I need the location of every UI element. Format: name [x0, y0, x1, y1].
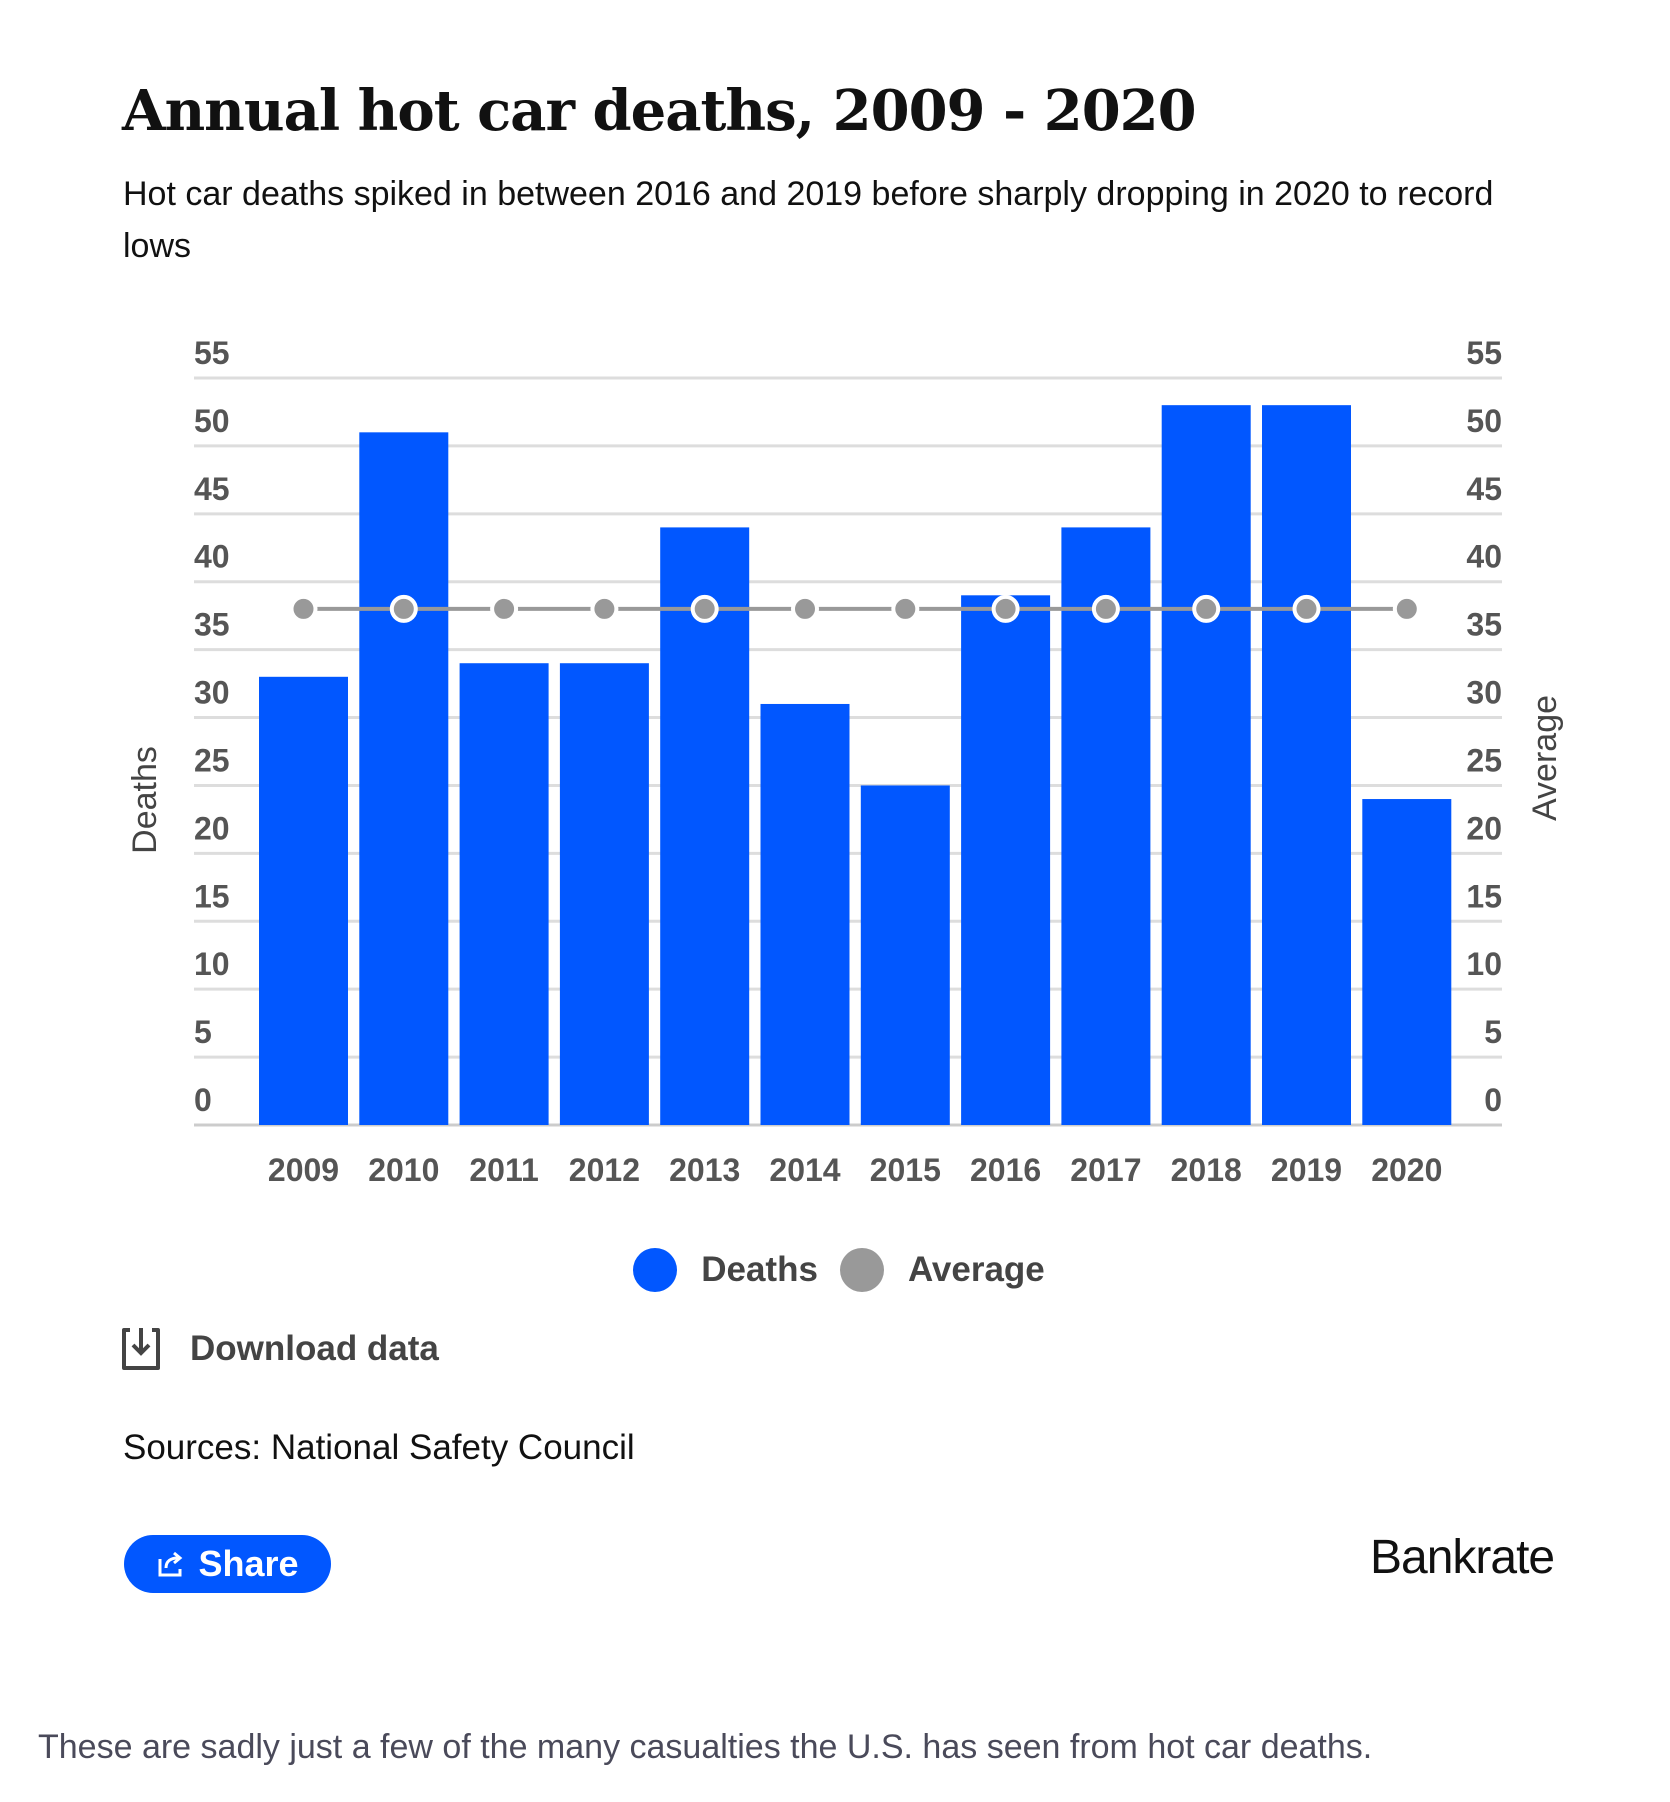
bar-2018 [1161, 405, 1251, 1125]
download-label: Download data [190, 1329, 439, 1368]
bar-2013 [660, 527, 750, 1125]
legend-item-average[interactable]: Average [839, 1248, 1045, 1292]
chart-title: Annual hot car deaths, 2009 - 2020 [122, 78, 1197, 144]
x-tick-label: 2020 [1371, 1152, 1442, 1188]
bar-2016 [961, 595, 1051, 1125]
share-label: Share [198, 1543, 299, 1584]
average-point-2017 [1091, 594, 1120, 623]
average-line [289, 594, 1421, 623]
average-point-2011 [490, 594, 519, 623]
y-tick-label: 40 [194, 539, 230, 575]
y-tick-label: 10 [194, 946, 230, 982]
download-icon [122, 1328, 160, 1370]
x-tick-label: 2014 [769, 1152, 840, 1188]
bar-2011 [459, 663, 549, 1125]
legend-label-average: Average [907, 1250, 1045, 1289]
y-axis-title: Deaths [126, 746, 164, 854]
average-point-2019 [1292, 594, 1321, 623]
bar-2020 [1362, 799, 1452, 1125]
y2-tick-label: 30 [1466, 675, 1502, 711]
average-point-2015 [891, 594, 920, 623]
y2-tick-label: 5 [1484, 1014, 1502, 1050]
x-tick-label: 2009 [268, 1152, 339, 1188]
y2-tick-label: 55 [1466, 335, 1502, 371]
y2-tick-label: 0 [1484, 1082, 1502, 1118]
x-tick-label: 2012 [569, 1152, 640, 1188]
bar-2009 [259, 676, 348, 1125]
y2-axis-title: Average [1526, 695, 1564, 821]
y2-tick-label: 40 [1466, 539, 1502, 575]
y-tick-label: 25 [194, 742, 230, 778]
y2-tick-label: 45 [1466, 471, 1502, 507]
average-point-2014 [791, 594, 819, 623]
average-point-2012 [590, 594, 619, 623]
y-tick-label: 5 [194, 1014, 212, 1050]
bar-2019 [1262, 405, 1351, 1125]
y2-tick-label: 10 [1466, 946, 1502, 982]
legend-label-deaths: Deaths [701, 1250, 818, 1289]
y-tick-label: 30 [194, 675, 230, 711]
y-tick-label: 15 [194, 878, 230, 914]
legend-swatch-deaths [633, 1248, 678, 1292]
y2-tick-label: 20 [1466, 810, 1502, 846]
sources-note: Sources: National Safety Council [123, 1428, 635, 1467]
bar-2012 [559, 663, 649, 1125]
y-tick-label: 35 [194, 607, 230, 643]
x-tick-label: 2017 [1070, 1152, 1141, 1188]
share-icon [158, 1551, 183, 1577]
chart-subtitle: Hot car deaths spiked in between 2016 an… [123, 175, 1494, 265]
average-point-2013 [690, 594, 719, 623]
average-point-2018 [1192, 594, 1221, 623]
average-point-2020 [1392, 594, 1421, 623]
y2-tick-label: 15 [1466, 878, 1502, 914]
y-tick-label: 0 [194, 1082, 212, 1118]
bar-2017 [1061, 527, 1151, 1125]
y-tick-label: 55 [194, 335, 230, 371]
bar-2014 [760, 703, 850, 1125]
average-point-2016 [991, 594, 1020, 623]
y2-tick-label: 25 [1466, 742, 1502, 778]
x-tick-label: 2013 [669, 1152, 740, 1188]
x-tick-label: 2016 [970, 1152, 1041, 1188]
x-tick-label: 2018 [1171, 1152, 1242, 1188]
y2-tick-label: 35 [1466, 607, 1502, 643]
download-data-button[interactable]: Download data [120, 1326, 439, 1372]
bar-2015 [860, 785, 950, 1125]
y-tick-label: 50 [194, 403, 230, 439]
y-tick-label: 45 [194, 471, 230, 507]
x-tick-label: 2019 [1271, 1152, 1342, 1188]
legend-item-deaths[interactable]: Deaths [633, 1248, 818, 1292]
y2-tick-label: 50 [1466, 403, 1502, 439]
average-point-2009 [289, 594, 318, 623]
legend: Deaths Average [0, 1248, 1670, 1292]
legend-swatch-average [839, 1248, 884, 1292]
bar-2010 [359, 432, 449, 1125]
share-button[interactable]: Share [124, 1535, 331, 1593]
y-tick-label: 20 [194, 810, 230, 846]
article-text: These are sadly just a few of the many c… [38, 1728, 1373, 1766]
x-tick-label: 2011 [469, 1152, 538, 1188]
bars [259, 405, 1452, 1125]
x-tick-label: 2015 [870, 1152, 941, 1188]
x-tick-label: 2010 [368, 1152, 439, 1188]
average-point-2010 [389, 594, 418, 623]
bankrate-logo: Bankrate [1370, 1531, 1555, 1584]
